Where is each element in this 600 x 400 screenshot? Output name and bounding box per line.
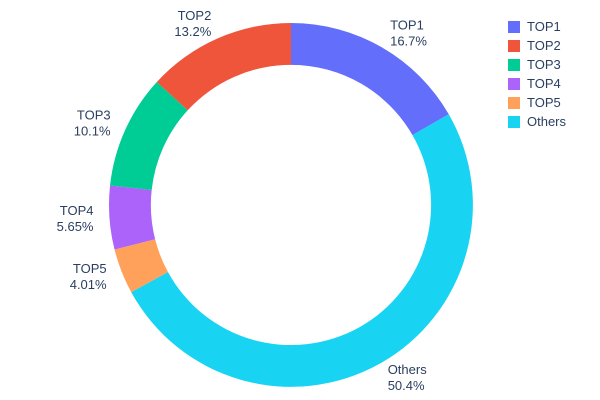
legend-label: TOP4 [527,76,561,91]
slice-label-top1: TOP1 16.7% [390,18,427,49]
slice-label-top4: TOP4 5.65% [57,203,94,234]
pie-slices-group [108,23,473,387]
legend-item-top3[interactable]: TOP3 [508,58,566,72]
slice-label-top2: TOP2 13.2% [174,8,211,39]
slice-labels-group: TOP1 16.7% Others 50.4% TOP5 4.01% TOP4 5.65% TO… [57,8,428,393]
legend-swatch-icon [508,116,520,128]
legend-label: Others [527,114,567,129]
legend-swatch-icon [508,78,520,90]
legend-swatch-icon [508,97,520,109]
pie-slice-top2[interactable] [156,23,291,111]
pie-slice-others[interactable] [131,114,473,387]
pie-slice-top4[interactable] [108,185,156,250]
pie-slice-top5[interactable] [114,239,168,293]
slice-label-others: Others 50.4% [388,362,428,393]
legend-label: TOP1 [527,19,561,34]
legend-item-top5[interactable]: TOP5 [508,96,566,110]
legend-swatch-icon [508,21,520,33]
legend-label: TOP5 [527,95,561,110]
pie-slice-top3[interactable] [110,82,188,190]
legend-label: TOP3 [527,57,561,72]
legend-item-others[interactable]: Others [508,115,566,129]
legend-swatch-icon [508,40,520,52]
slice-label-top3: TOP3 10.1% [74,107,111,138]
legend-swatch-icon [508,59,520,71]
pie-slice-top1[interactable] [291,23,449,136]
legend-label: TOP2 [527,38,561,53]
chart-legend: TOP1 TOP2 TOP3 TOP4 TOP5 Others [508,20,566,129]
legend-item-top1[interactable]: TOP1 [508,20,566,34]
legend-item-top2[interactable]: TOP2 [508,39,566,53]
legend-item-top4[interactable]: TOP4 [508,77,566,91]
slice-label-top5: TOP5 4.01% [70,261,107,292]
